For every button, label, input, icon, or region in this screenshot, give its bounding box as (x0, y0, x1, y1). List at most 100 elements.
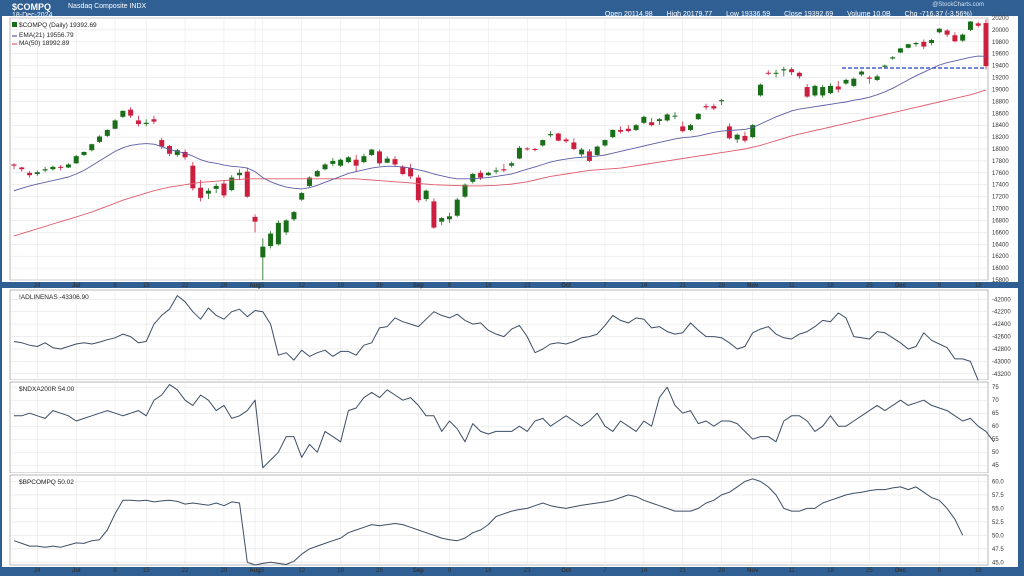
x-tick-label: Nov (747, 283, 759, 289)
candle-down (796, 72, 802, 77)
candle-down (952, 35, 958, 42)
y-tick-label: 47.5 (992, 547, 1004, 553)
candle-up (509, 163, 515, 166)
candle-up (34, 172, 40, 175)
x-tick-label: 15 (143, 283, 150, 289)
candle-down (376, 151, 382, 164)
candle-up (540, 140, 546, 146)
x-tick-label: Sep (413, 283, 424, 289)
candle-up (97, 136, 103, 142)
candle-down (27, 172, 33, 176)
y-tick-label: -42200 (992, 310, 1011, 316)
x-tick-label: 18 (827, 283, 834, 289)
candle-up (112, 120, 118, 129)
close-value: 19392.69 (803, 11, 834, 18)
candle-down (221, 183, 227, 196)
candle-up (268, 233, 274, 247)
candle-down (532, 149, 538, 150)
candle-up (516, 147, 522, 159)
x-tick-label: Oct (561, 568, 571, 574)
y-tick-label: 50 (992, 450, 999, 456)
candle-up (493, 170, 499, 172)
candle-down (625, 128, 631, 132)
candle-up (936, 28, 942, 33)
candle-down (983, 23, 989, 67)
x-tick-label: 8 (113, 568, 117, 574)
x-tick-label: 21 (679, 283, 686, 289)
y-tick-label: 57.5 (992, 493, 1004, 499)
ohlc-summary: Open 20114.98 High 20179.77 Low 19336.59… (605, 11, 984, 18)
x-tick-label: 14 (641, 568, 648, 574)
y-tick-label: 70 (992, 398, 999, 404)
candle-down (726, 126, 732, 139)
candle-down (501, 169, 507, 171)
candle-down (408, 168, 414, 177)
volume-label: Volume (847, 11, 871, 18)
x-tick-label: 15 (143, 568, 150, 574)
candle-up (143, 122, 149, 124)
x-tick-label: 16 (975, 283, 982, 289)
candle-down (975, 23, 981, 26)
volume-value: 10.0B (872, 11, 891, 18)
candle-down (563, 139, 569, 142)
candle-up (423, 190, 429, 200)
candle-down (618, 129, 624, 132)
candle-up (548, 134, 554, 136)
x-tick-label: 24 (34, 568, 41, 574)
candle-up (757, 84, 763, 96)
candle-up (42, 169, 48, 171)
x-tick-label: 8 (113, 283, 117, 289)
candle-down (353, 159, 359, 166)
chg-value: -716.37 (-3.56%) (919, 11, 972, 18)
x-tick-label: 16 (485, 283, 492, 289)
candle-up (820, 87, 826, 96)
y-tick-label: 17600 (992, 171, 1009, 177)
candle-down (392, 159, 398, 165)
y-tick-label: 18600 (992, 111, 1009, 117)
x-tick-label: 9 (938, 283, 942, 289)
candle-up (851, 78, 857, 86)
y-tick-label: 15800 (992, 278, 1009, 284)
candle-up (213, 185, 219, 189)
y-tick-label: 17400 (992, 183, 1009, 189)
open-value: 20114.98 (623, 11, 653, 18)
candle-up (283, 220, 289, 233)
candle-up (361, 156, 367, 163)
candle-down (703, 106, 709, 108)
candle-up (859, 71, 865, 75)
candle-down (415, 177, 421, 201)
low-label: Low (726, 11, 739, 18)
candle-up (322, 164, 328, 170)
candle-up (827, 85, 833, 94)
x-tick-label: 16 (975, 568, 982, 574)
y-tick-label: 19800 (992, 40, 1009, 46)
candle-up (602, 140, 608, 146)
x-tick-label: 7 (603, 568, 607, 574)
candle-up (734, 134, 740, 140)
x-tick-label: 14 (641, 283, 648, 289)
candle-up (89, 144, 95, 151)
candle-up (812, 85, 818, 96)
y-tick-label: 19600 (992, 52, 1009, 58)
ema21-line (13, 55, 987, 192)
chart-date: 18-Dec-2024 (12, 12, 53, 19)
candle-down (182, 151, 188, 158)
candle-up (750, 125, 756, 138)
x-tick-label: Aug (249, 568, 261, 574)
y-tick-label: 17200 (992, 195, 1009, 201)
candle-up (913, 43, 919, 45)
legend-price-swatch (12, 22, 17, 27)
y-tick-label: 18800 (992, 99, 1009, 105)
candle-down (866, 77, 872, 79)
y-tick-label: 55 (992, 437, 999, 443)
panel-title: $BPCOMPQ 50.02 (19, 479, 74, 486)
candle-up (882, 65, 888, 67)
candle-up (205, 190, 211, 194)
brand-watermark: @StockCharts.com (932, 2, 984, 8)
y-tick-label: -42800 (992, 347, 1011, 353)
candle-up (656, 119, 662, 122)
candle-up (664, 114, 670, 121)
x-tick-label: 9 (938, 568, 942, 574)
y-tick-label: 45.0 (992, 560, 1004, 566)
candle-down (944, 30, 950, 35)
